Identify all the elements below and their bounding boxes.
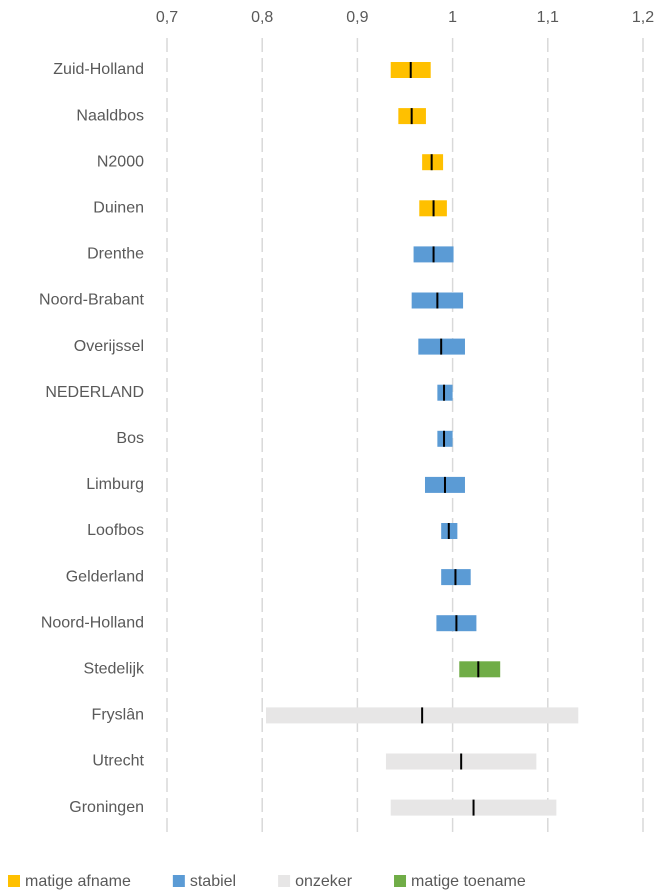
legend-label: stabiel: [190, 873, 236, 890]
category-label: Stedelijk: [84, 661, 145, 678]
category-label: Noord-Holland: [41, 614, 144, 631]
category-label: N2000: [97, 153, 144, 170]
category-label: Groningen: [69, 799, 144, 816]
x-tick-label: 1,2: [632, 9, 654, 26]
x-tick-label: 0,8: [251, 9, 273, 26]
range-bar: [459, 661, 501, 678]
legend-label: matige toename: [411, 873, 526, 890]
x-tick-label: 1: [448, 9, 457, 26]
category-label: Overijssel: [74, 338, 144, 355]
x-tick-label: 1,1: [537, 9, 559, 26]
category-label: Naaldbos: [76, 107, 144, 124]
category-label: Utrecht: [92, 753, 144, 770]
category-label: Zuid-Holland: [53, 61, 144, 78]
category-label: Duinen: [93, 200, 144, 217]
category-label: Limburg: [86, 476, 144, 493]
legend-label: matige afname: [25, 873, 131, 890]
category-label: NEDERLAND: [45, 384, 144, 401]
category-label: Noord-Brabant: [39, 292, 145, 309]
legend-swatch: [8, 875, 20, 887]
category-label: Gelderland: [66, 568, 144, 585]
legend-swatch: [394, 875, 407, 887]
x-tick-label: 0,9: [346, 9, 368, 26]
category-label: Bos: [116, 430, 144, 447]
legend-label: onzeker: [295, 873, 353, 890]
legend-swatch: [172, 875, 185, 887]
x-tick-label: 0,7: [156, 9, 178, 26]
legend-swatch: [278, 875, 291, 887]
category-label: Drenthe: [87, 246, 144, 263]
category-label: Loofbos: [87, 522, 144, 539]
category-label: Fryslân: [92, 707, 144, 724]
